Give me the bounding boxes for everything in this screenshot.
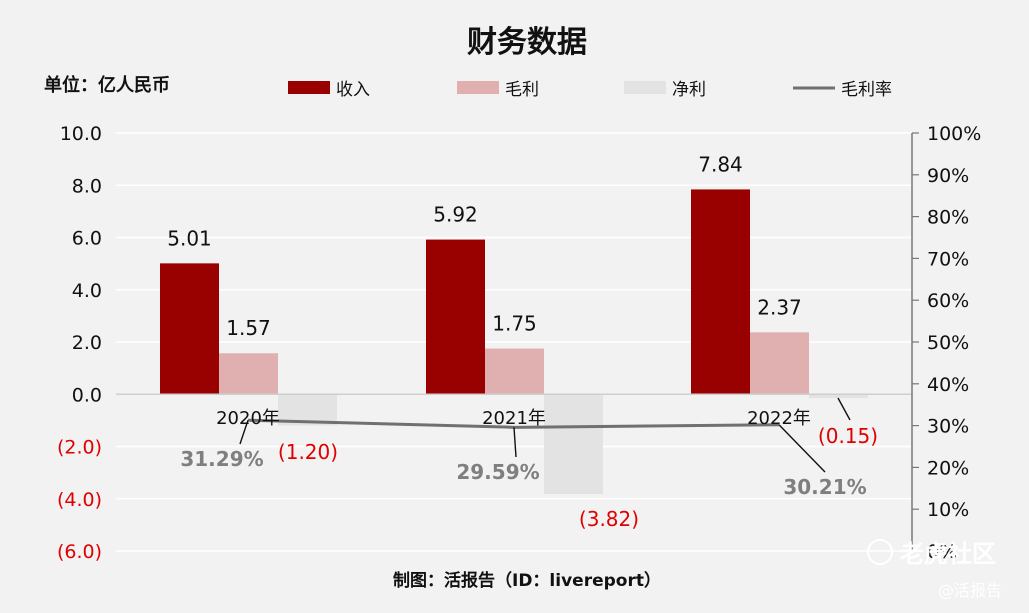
- y2-tick-label: 40%: [927, 374, 969, 396]
- y-tick-label: 10.0: [60, 123, 102, 145]
- y2-tick-label: 10%: [927, 499, 969, 521]
- margin-leader-line: [778, 424, 826, 473]
- bar-毛利: [219, 353, 278, 395]
- y2-tick-label: 50%: [927, 332, 969, 354]
- data-label-net-profit: (3.82): [579, 507, 639, 531]
- data-label-gross-margin: 31.29%: [180, 447, 263, 471]
- legend-swatch-收入: [288, 81, 330, 94]
- bar-收入: [691, 189, 750, 395]
- bars: [160, 189, 868, 495]
- y2-tick-label: 90%: [927, 165, 969, 187]
- leader-line: [837, 397, 851, 421]
- y-tick-label: (6.0): [57, 541, 102, 563]
- legend-label-收入: 收入: [336, 80, 370, 100]
- unit-label: 单位：亿人民币: [44, 74, 170, 96]
- legend-swatch-净利: [624, 81, 666, 94]
- y-tick-label: (4.0): [57, 489, 102, 511]
- watermark: 老虎社区 @活报告: [867, 539, 1002, 600]
- watermark-handle: @活报告: [938, 581, 1002, 600]
- legend-label-毛利率: 毛利率: [841, 80, 892, 100]
- watermark-logo-icon: [867, 539, 893, 565]
- y2-tick-label: 80%: [927, 207, 969, 229]
- bar-净利: [809, 394, 868, 399]
- bar-毛利: [485, 348, 544, 395]
- y-tick-label: (2.0): [57, 437, 102, 459]
- data-label-net-profit: (0.15): [818, 424, 878, 448]
- bar-净利: [544, 394, 603, 495]
- data-label-gross-profit: 2.37: [757, 295, 802, 319]
- bar-毛利: [750, 332, 809, 395]
- chart-title: 财务数据: [467, 25, 587, 60]
- y2-tick-label: 100%: [927, 123, 981, 145]
- y2-tick-label: 0%: [927, 541, 957, 563]
- data-label-gross-profit: 1.57: [226, 316, 271, 340]
- legend-label-毛利: 毛利: [505, 80, 539, 100]
- data-label-revenue: 7.84: [698, 152, 743, 176]
- data-label-revenue: 5.01: [167, 226, 212, 250]
- y2-tick-label: 30%: [927, 416, 969, 438]
- x-tick-label: 2022年: [747, 408, 811, 429]
- data-labels: 2020年 2021年 2022年 5.01 5.92 7.84 1.57 1.75 2.37 (…: [167, 152, 878, 531]
- data-label-net-profit: (1.20): [278, 440, 338, 464]
- footer-credit: 制图：活报告（ID：livereport）: [393, 570, 661, 591]
- margin-leader-line: [239, 419, 249, 445]
- axes: 10.0 8.0 6.0 4.0 2.0 0.0 (2.0) (4.0) (6.0) 100% 90…: [57, 123, 981, 563]
- legend-swatch-毛利: [457, 81, 499, 94]
- y-tick-label: 2.0: [72, 332, 102, 354]
- y2-tick-label: 70%: [927, 248, 969, 270]
- legend: 收入 毛利 净利 毛利率: [288, 80, 892, 100]
- y-tick-label: 6.0: [72, 228, 102, 250]
- y2-tick-label: 20%: [927, 457, 969, 479]
- x-tick-label: 2021年: [482, 408, 546, 429]
- y-tick-label: 4.0: [72, 280, 102, 302]
- data-label-gross-margin: 30.21%: [783, 475, 866, 499]
- legend-label-净利: 净利: [672, 80, 706, 100]
- bar-收入: [160, 263, 219, 395]
- bar-收入: [426, 239, 485, 395]
- y-tick-label: 8.0: [72, 175, 102, 197]
- data-label-revenue: 5.92: [433, 203, 478, 227]
- margin-leader-line: [513, 427, 517, 458]
- watermark-text: 老虎社区: [900, 540, 996, 568]
- data-label-gross-profit: 1.75: [492, 312, 537, 336]
- x-tick-label: 2020年: [216, 408, 280, 429]
- data-label-gross-margin: 29.59%: [456, 460, 539, 484]
- y2-tick-label: 60%: [927, 290, 969, 312]
- y-tick-label: 0.0: [72, 384, 102, 406]
